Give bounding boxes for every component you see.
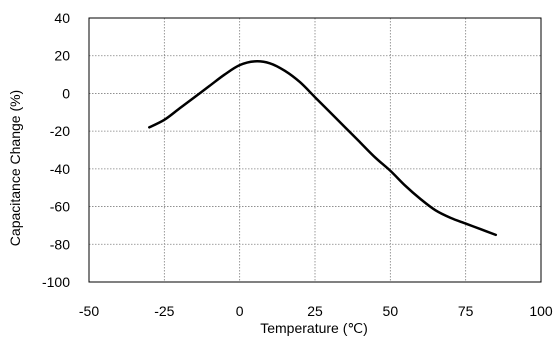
x-tick-label: -25 [154, 303, 174, 319]
x-tick-label: 0 [236, 303, 244, 319]
y-tick-label: -100 [42, 274, 70, 290]
x-tick-label: -50 [79, 303, 99, 319]
y-axis-label: Capacitance Change (%) [7, 90, 23, 246]
y-tick-label: 40 [54, 10, 70, 26]
x-tick-label: 100 [529, 303, 553, 319]
y-tick-label: 20 [54, 48, 70, 64]
x-tick-label: 25 [307, 303, 323, 319]
y-tick-label: -20 [50, 123, 70, 139]
x-tick-label: 50 [383, 303, 399, 319]
y-tick-label: -80 [50, 236, 70, 252]
plot-frame [88, 17, 542, 283]
y-tick-label: 0 [62, 85, 70, 101]
series-line [148, 60, 498, 237]
plot-area-border [88, 17, 542, 283]
x-tick-label: 75 [458, 303, 474, 319]
y-tick-labels: 40 20 0 -20 -40 -60 -80 -100 [42, 10, 70, 290]
series-layer [148, 60, 498, 237]
y-tick-label: -40 [50, 161, 70, 177]
x-tick-labels: -50 -25 0 25 50 75 100 [79, 303, 553, 319]
grid-lines [89, 18, 541, 282]
x-axis-label: Temperature (℃) [260, 320, 368, 336]
y-tick-label: -60 [50, 199, 70, 215]
